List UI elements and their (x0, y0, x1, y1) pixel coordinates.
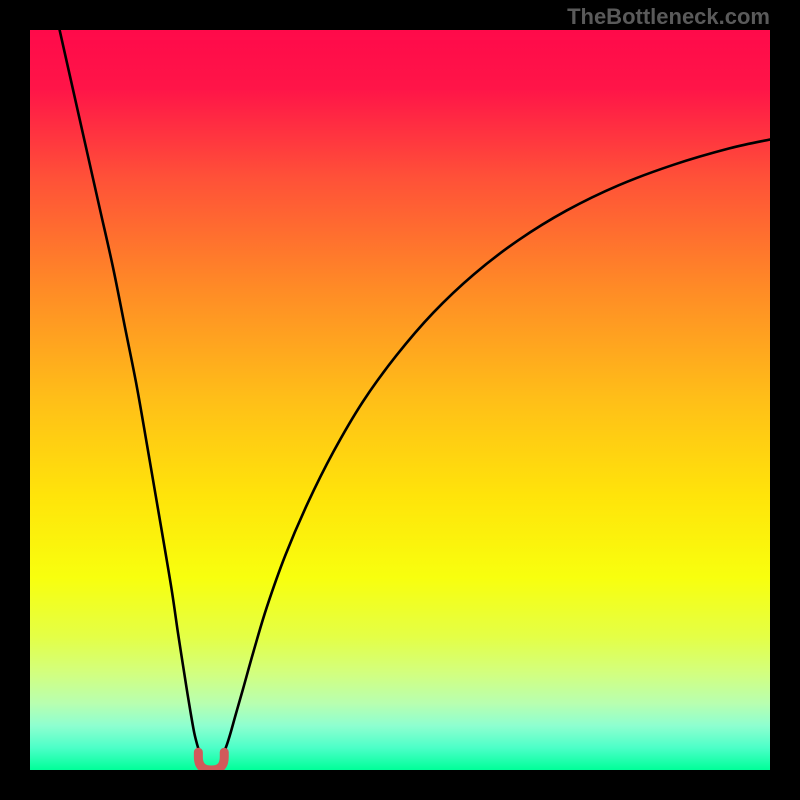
gradient-background (30, 30, 770, 770)
watermark-text: TheBottleneck.com (567, 4, 770, 30)
plot-area (30, 30, 770, 770)
